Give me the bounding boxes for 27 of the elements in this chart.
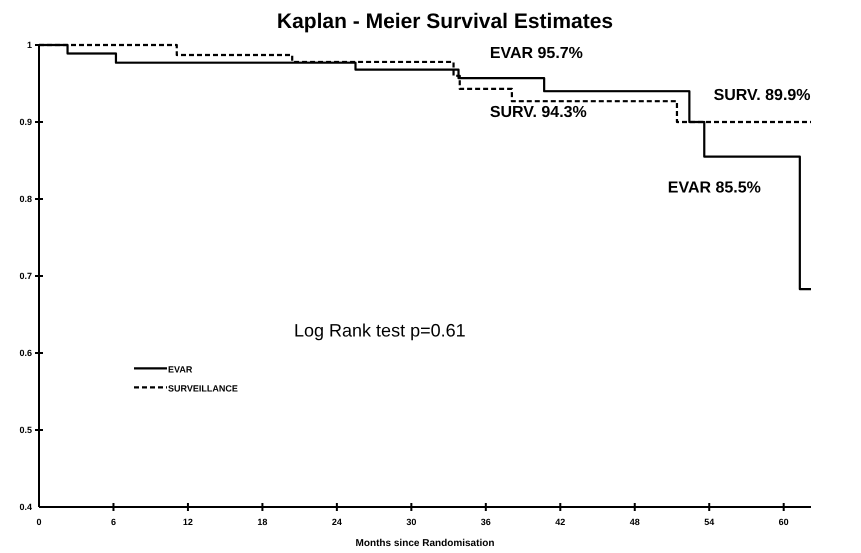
x-axis-title: Months since Randomisation bbox=[356, 538, 494, 549]
y-tick-label: 0.8 bbox=[19, 194, 32, 204]
y-tick-label: 0.9 bbox=[19, 117, 32, 127]
x-tick-label: 12 bbox=[182, 517, 193, 527]
y-tick-label: 0.5 bbox=[19, 425, 32, 435]
y-tick-label: 1 bbox=[26, 40, 32, 50]
x-tick-label: 18 bbox=[257, 517, 268, 527]
legend-label: SURVEILLANCE bbox=[168, 383, 238, 394]
y-tick-label: 0.4 bbox=[19, 502, 32, 512]
x-tick-label: 24 bbox=[332, 517, 342, 527]
chart-title: Kaplan - Meier Survival Estimates bbox=[276, 10, 614, 33]
y-tick-label: 0.6 bbox=[19, 348, 32, 358]
x-tick-label: 60 bbox=[778, 517, 789, 527]
annotation: Log Rank test p=0.61 bbox=[294, 320, 466, 340]
x-tick-label: 48 bbox=[630, 517, 640, 527]
x-tick-label: 6 bbox=[110, 517, 116, 527]
y-tick-label: 0.7 bbox=[19, 271, 32, 281]
annotation: SURV. 94.3% bbox=[490, 104, 587, 121]
x-tick-label: 42 bbox=[555, 517, 566, 527]
annotation: EVAR 85.5% bbox=[668, 180, 761, 197]
x-tick-label: 36 bbox=[480, 517, 491, 527]
legend-label: EVAR bbox=[168, 364, 193, 374]
x-tick-label: 54 bbox=[704, 517, 714, 527]
x-tick-label: 0 bbox=[36, 517, 42, 527]
annotation: EVAR 95.7% bbox=[490, 45, 583, 62]
annotation: SURV. 89.9% bbox=[714, 87, 811, 104]
x-tick-label: 30 bbox=[406, 517, 416, 527]
